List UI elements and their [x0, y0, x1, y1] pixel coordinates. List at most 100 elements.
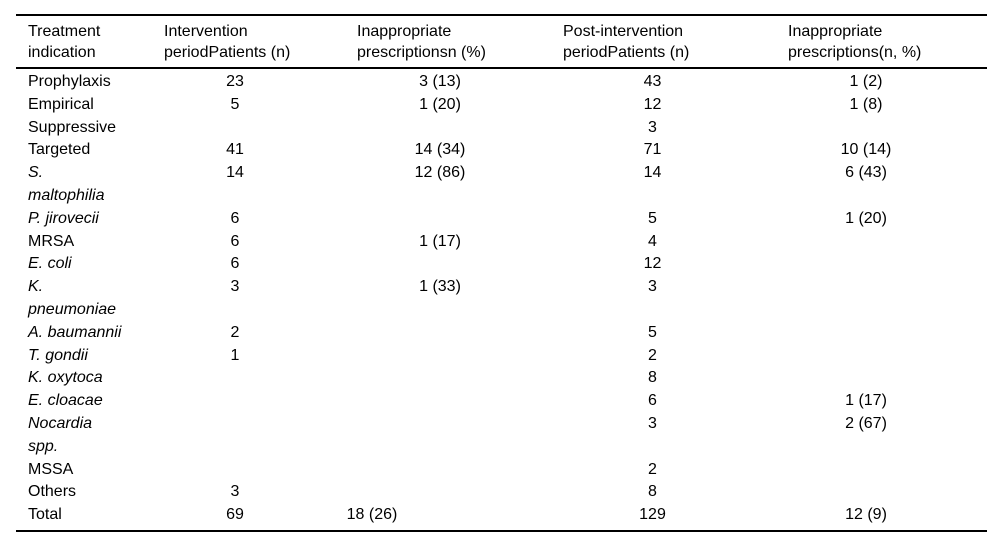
- row-label: S. maltophilia: [28, 164, 105, 204]
- table-row: E. cloacae 6 1 (17): [16, 390, 987, 413]
- cell-value: 3 (13): [419, 73, 461, 90]
- cell-value: [745, 367, 987, 390]
- row-label: T. gondii: [28, 346, 88, 364]
- table-row: MRSA 6 1 (17) 4: [16, 231, 987, 254]
- row-label: E. coli: [28, 255, 72, 273]
- column-header-label: Post-intervention periodPatients (n): [563, 23, 690, 61]
- cell-value: [745, 322, 987, 345]
- cell-value: 1: [230, 346, 240, 364]
- row-label: Prophylaxis: [28, 73, 111, 90]
- cell-value: 6 (43): [845, 164, 887, 182]
- cell-value: 2: [648, 460, 657, 478]
- cell-value: 1 (17): [419, 232, 461, 250]
- cell-value: [320, 253, 560, 276]
- cell-value: 41: [226, 141, 244, 159]
- cell-value: [320, 117, 560, 140]
- cell-value: [320, 481, 560, 504]
- cell-value: 1 (17): [845, 392, 887, 410]
- cell-value: 3: [230, 278, 240, 296]
- table-row: P. jirovecii 6 5 1 (20): [16, 208, 987, 231]
- row-label: Total: [28, 506, 62, 524]
- row-label: K. oxytoca: [28, 369, 103, 387]
- column-header-inappropriate-prescriptions: Inappropriate prescriptionsn (%): [320, 15, 560, 69]
- column-header-label: Treatment indication: [28, 23, 101, 61]
- cell-value: [320, 208, 560, 231]
- cell-value: [745, 117, 987, 140]
- cell-value: 3: [230, 483, 240, 501]
- cell-value: [150, 413, 320, 459]
- cell-value: 2 (67): [845, 414, 887, 432]
- cell-value: [150, 117, 320, 140]
- cell-value: 3: [648, 118, 657, 136]
- table-row: T. gondii 1 2: [16, 345, 987, 368]
- cell-value: [745, 345, 987, 368]
- cell-value: [745, 481, 987, 504]
- treatment-indication-table: Treatment indication Intervention period…: [16, 14, 987, 532]
- row-label: Suppressive: [28, 118, 117, 136]
- cell-value: 12 (9): [845, 506, 887, 524]
- row-label: A. baumannii: [28, 323, 122, 341]
- cell-value: 12 (86): [414, 164, 466, 182]
- row-label: Others: [28, 483, 77, 501]
- table-row: Targeted 41 14 (34) 71 10 (14): [16, 139, 987, 162]
- row-label: Empirical: [28, 95, 94, 113]
- row-label: MRSA: [28, 232, 75, 250]
- cell-value: [745, 231, 987, 254]
- cell-value: [745, 276, 987, 322]
- table-row: Suppressive 3: [16, 117, 987, 140]
- table-row: A. baumannii 2 5: [16, 322, 987, 345]
- table-row: K. pneumoniae 3 1 (33) 3: [16, 276, 987, 322]
- cell-value: 2: [648, 346, 657, 364]
- row-label: K. pneumoniae: [28, 278, 117, 318]
- table-row: Others 3 8: [16, 481, 987, 504]
- cell-value: 6: [230, 209, 240, 227]
- table-row: MSSA 2: [16, 459, 987, 482]
- column-header-post-intervention-patients: Post-intervention periodPatients (n): [560, 15, 745, 69]
- cell-value: 1 (20): [845, 209, 887, 227]
- cell-value: 5: [230, 95, 240, 113]
- cell-value: [320, 413, 560, 459]
- cell-value: [745, 253, 987, 276]
- cell-value: 6: [230, 232, 240, 250]
- cell-value: 18 (26): [346, 506, 398, 524]
- cell-value: 1 (20): [419, 95, 461, 113]
- cell-value: [150, 390, 320, 413]
- cell-value: 14 (34): [414, 141, 466, 159]
- cell-value: [320, 390, 560, 413]
- cell-value: 71: [643, 141, 662, 159]
- cell-value: 5: [648, 209, 657, 227]
- table-row-total: Total 69 18 (26) 129 12 (9): [16, 504, 987, 531]
- cell-value: 8: [648, 483, 657, 501]
- cell-value: 4: [648, 232, 657, 250]
- cell-value: [150, 367, 320, 390]
- table-row: Nocardia spp. 3 2 (67): [16, 413, 987, 459]
- cell-value: 10 (14): [840, 141, 892, 159]
- cell-value: 69: [226, 506, 244, 524]
- cell-value: 6: [648, 392, 657, 410]
- table-row: E. coli 6 12: [16, 253, 987, 276]
- cell-value: 1 (2): [849, 73, 883, 90]
- column-header-label: Inappropriate prescriptionsn (%): [357, 23, 486, 61]
- row-label: Nocardia spp.: [28, 414, 93, 455]
- cell-value: 3: [648, 278, 657, 296]
- cell-value: 2: [230, 323, 240, 341]
- row-label: E. cloacae: [28, 392, 103, 410]
- cell-value: 1 (8): [849, 95, 883, 113]
- cell-value: 14: [226, 164, 244, 182]
- cell-value: 12: [643, 255, 662, 273]
- table-row: K. oxytoca 8: [16, 367, 987, 390]
- cell-value: [150, 459, 320, 482]
- column-header-inappropriate-prescriptions-post: Inappropriate prescriptions(n, %): [745, 15, 987, 69]
- cell-value: 23: [226, 73, 244, 90]
- cell-value: [745, 459, 987, 482]
- cell-value: [320, 345, 560, 368]
- table-body: Prophylaxis 23 3 (13) 43 1 (2) Empirical 5 1 (2…: [16, 68, 987, 531]
- column-header-label: Inappropriate prescriptions(n, %): [788, 23, 922, 61]
- cell-value: 43: [643, 73, 662, 90]
- cell-value: 3: [648, 414, 657, 432]
- cell-value: [320, 367, 560, 390]
- table-header: Treatment indication Intervention period…: [16, 15, 987, 69]
- row-label: MSSA: [28, 460, 74, 478]
- cell-value: 5: [648, 323, 657, 341]
